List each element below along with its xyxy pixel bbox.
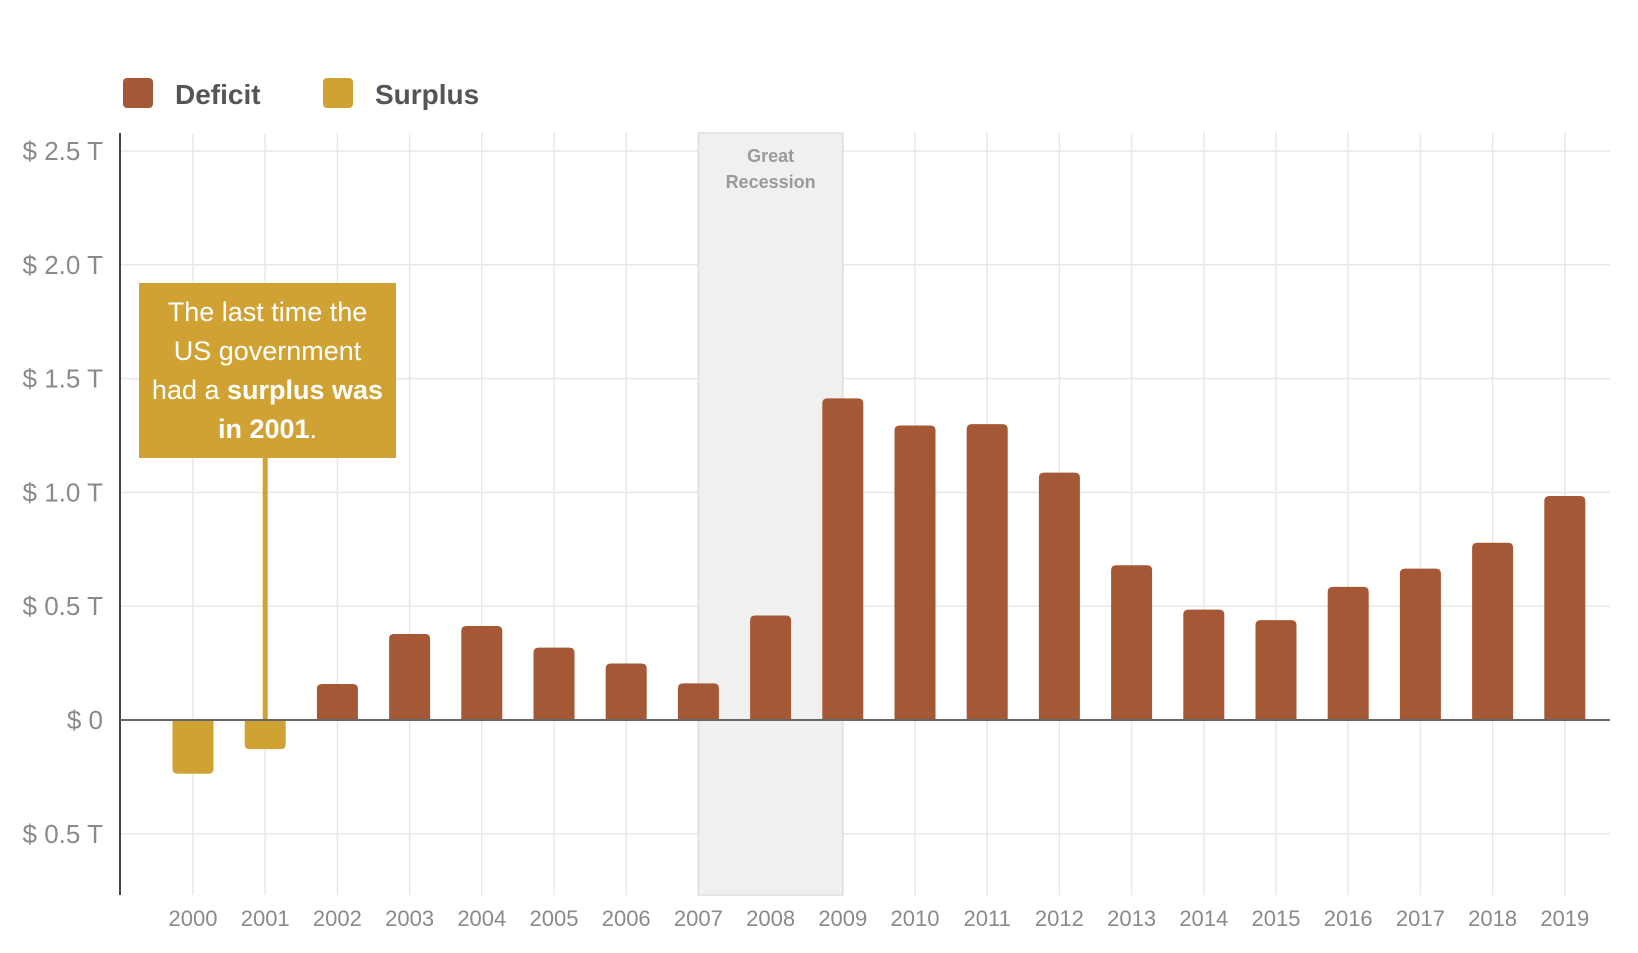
x-tick-label: 2017 [1396, 906, 1445, 931]
y-tick-label: $ 0 [67, 705, 103, 735]
x-tick-label: 2016 [1324, 906, 1373, 931]
great-recession-label-line2: Recession [726, 172, 816, 192]
great-recession-label-line1: Great [747, 146, 794, 166]
deficit-bar-2002 [316, 684, 358, 720]
deficit-bar-2019 [1544, 496, 1586, 720]
x-tick-label: 2011 [964, 906, 1011, 931]
great-recession-region: Great Recession [697, 132, 844, 896]
x-tick-labels: 2000 2001 2002 2003 2004 2005 2006 2007 2008 2009… [169, 906, 1590, 931]
y-tick-label: $ 2.5 T [23, 136, 104, 166]
bar-layer [172, 398, 1586, 774]
deficit-bar-2007 [677, 683, 719, 720]
callout-text-regular: The last time the US government had a [151, 296, 368, 405]
y-tick-labels: $ 2.5 T $ 2.0 T $ 1.5 T $ 1.0 T $ 0.5 T $ 0 $ … [23, 136, 104, 849]
y-tick-label: $ 2.0 T [23, 250, 104, 280]
deficit-bar-2014 [1183, 609, 1225, 720]
x-tick-label: 2005 [530, 906, 579, 931]
surplus-callout-text: The last time the US government had a su… [151, 293, 384, 449]
x-tick-label: 2019 [1540, 906, 1589, 931]
callout-text-period: . [309, 413, 318, 444]
x-tick-label: 2003 [385, 906, 434, 931]
deficit-bar-2018 [1472, 542, 1514, 720]
deficit-bar-2006 [605, 663, 647, 720]
legend-deficit-swatch [123, 78, 153, 108]
y-tick-label: $ 0.5 T [23, 591, 104, 621]
x-tick-label: 2012 [1035, 906, 1084, 931]
y-tick-label: $ 0.5 T [23, 819, 104, 849]
x-tick-label: 2008 [746, 906, 795, 931]
deficit-bar-2009 [822, 398, 864, 720]
grid-layer [120, 133, 1610, 895]
deficit-bar-2005 [533, 647, 575, 720]
deficit-bar-2003 [389, 633, 431, 720]
deficit-bar-2016 [1327, 586, 1369, 720]
deficit-bar-2013 [1111, 565, 1153, 720]
x-tick-label: 2013 [1107, 906, 1156, 931]
y-tick-label: $ 1.0 T [23, 477, 104, 507]
callout-text-bold: surplus was in 2001 [217, 374, 384, 444]
x-tick-label: 2007 [674, 906, 723, 931]
legend-deficit-label: Deficit [175, 79, 261, 110]
deficit-bar-2010 [894, 425, 936, 720]
surplus-bar-2001 [244, 720, 286, 750]
x-tick-label: 2002 [313, 906, 362, 931]
legend-surplus-label: Surplus [375, 79, 479, 110]
legend: Deficit Surplus [123, 78, 479, 110]
deficit-bar-2015 [1255, 620, 1297, 720]
x-tick-label: 2009 [818, 906, 867, 931]
surplus-bar-2000 [172, 720, 214, 774]
axis-layer [119, 133, 1610, 895]
x-tick-label: 2001 [241, 906, 290, 931]
great-recession-shade [697, 132, 844, 896]
y-tick-label: $ 1.5 T [23, 364, 104, 394]
legend-surplus-swatch [323, 78, 353, 108]
deficit-bar-2017 [1399, 568, 1441, 720]
x-tick-label: 2006 [602, 906, 651, 931]
surplus-callout-box: The last time the US government had a su… [139, 283, 396, 458]
x-tick-label: 2000 [169, 906, 218, 931]
x-tick-label: 2010 [891, 906, 940, 931]
x-tick-label: 2018 [1468, 906, 1517, 931]
x-tick-label: 2014 [1179, 906, 1228, 931]
deficit-bar-2004 [461, 626, 503, 720]
deficit-bar-2008 [750, 615, 792, 720]
x-tick-label: 2015 [1252, 906, 1301, 931]
deficit-bar-2011 [966, 424, 1008, 720]
x-tick-label: 2004 [457, 906, 506, 931]
deficit-bar-2012 [1038, 472, 1080, 720]
